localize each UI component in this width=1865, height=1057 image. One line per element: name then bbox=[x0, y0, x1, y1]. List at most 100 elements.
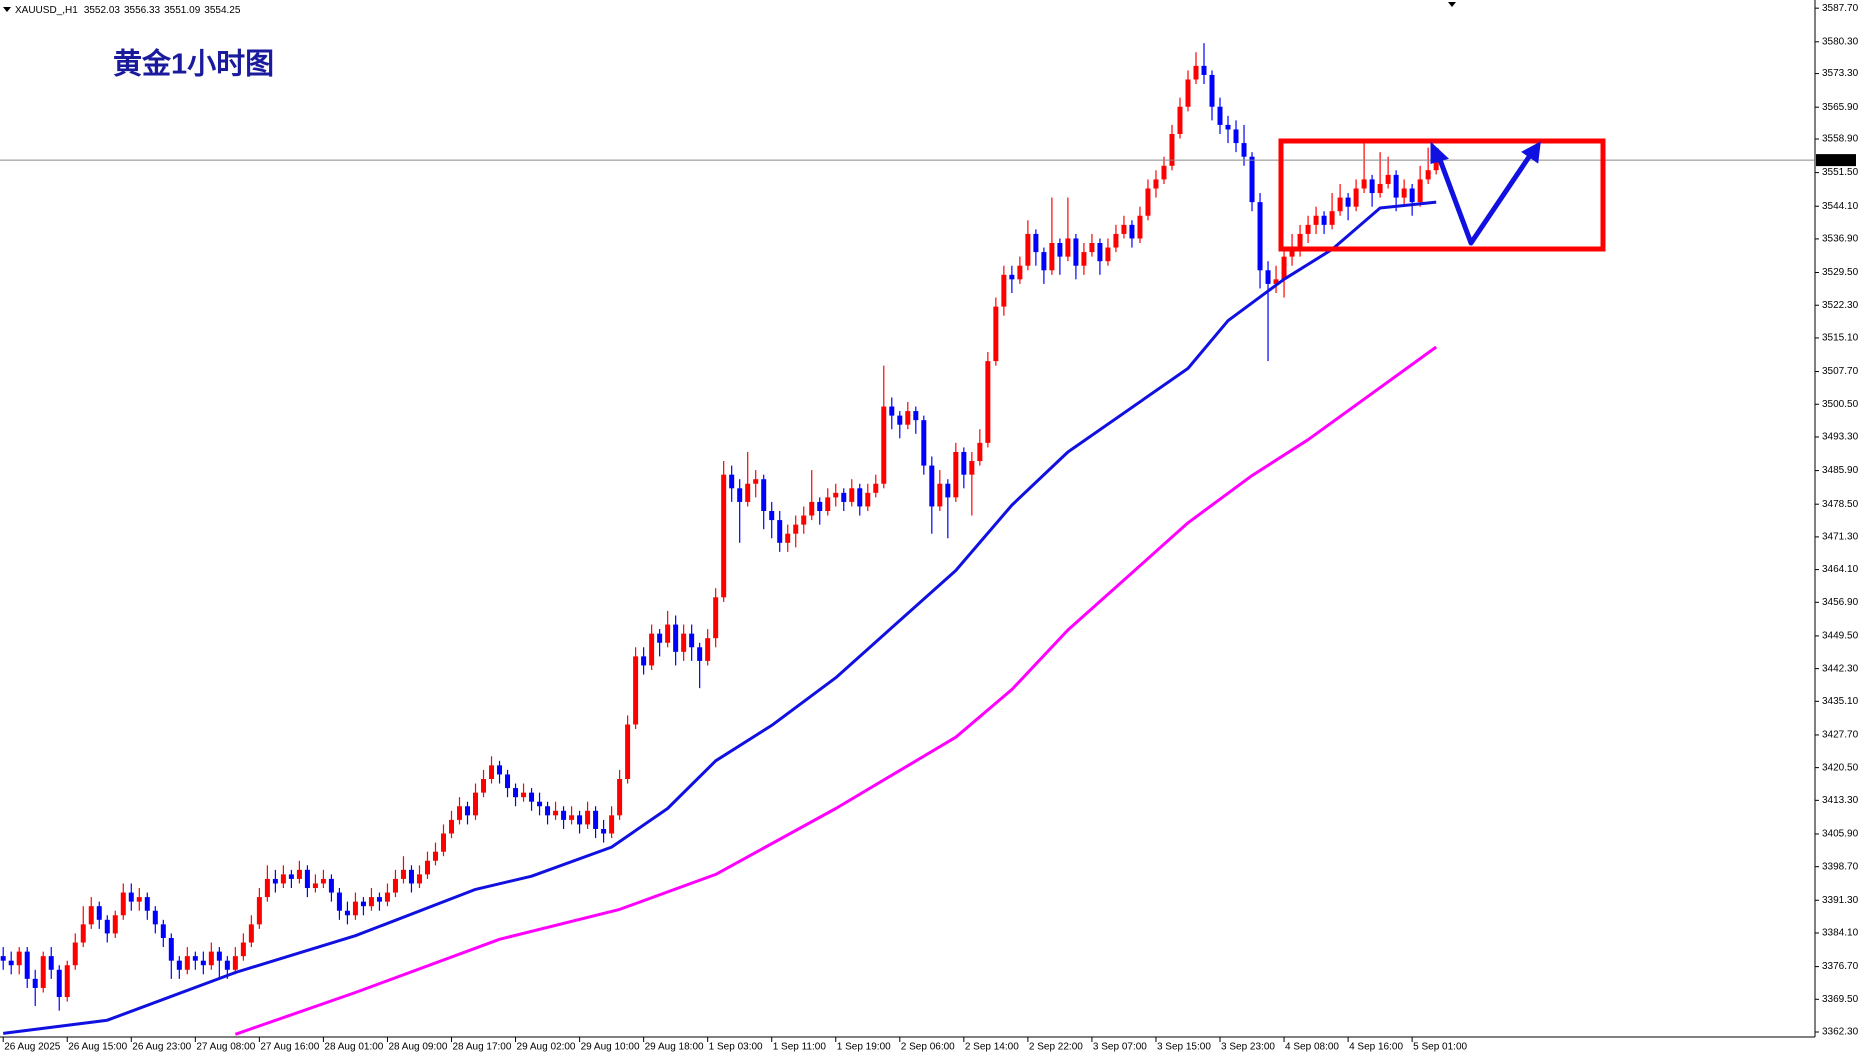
x-tick-label: 28 Aug 17:00 bbox=[452, 1042, 511, 1053]
candle-body bbox=[513, 788, 519, 798]
candle-body bbox=[144, 897, 150, 911]
candle-body bbox=[88, 906, 94, 925]
candle-body bbox=[817, 501, 823, 512]
candle-body bbox=[1137, 215, 1143, 239]
y-tick-label: 3558.90 bbox=[1822, 134, 1859, 145]
candle-body bbox=[1161, 165, 1167, 180]
candle-body bbox=[841, 492, 847, 502]
candle-body bbox=[24, 951, 30, 979]
candle-body bbox=[1361, 179, 1367, 189]
x-tick-label: 3 Sep 23:00 bbox=[1221, 1042, 1275, 1053]
candle-body bbox=[497, 765, 503, 775]
candle-body bbox=[489, 765, 495, 779]
candle-body bbox=[809, 501, 815, 516]
y-tick-label: 3427.70 bbox=[1822, 730, 1859, 741]
candle-body bbox=[1089, 243, 1095, 253]
candle-body bbox=[665, 624, 671, 643]
candle-body bbox=[1273, 279, 1279, 284]
candle-body bbox=[80, 924, 86, 943]
candle-body bbox=[657, 633, 663, 643]
x-tick-label: 5 Sep 01:00 bbox=[1413, 1042, 1467, 1053]
y-tick-label: 3544.10 bbox=[1822, 201, 1859, 212]
candle-body bbox=[729, 474, 735, 489]
candle-body bbox=[505, 774, 511, 789]
x-tick-label: 1 Sep 19:00 bbox=[837, 1042, 891, 1053]
candle-body bbox=[721, 474, 727, 598]
candle-body bbox=[873, 483, 879, 493]
candle-body bbox=[1033, 233, 1039, 253]
candle-body bbox=[777, 520, 783, 543]
x-tick-label: 28 Aug 09:00 bbox=[388, 1042, 447, 1053]
candle-body bbox=[176, 960, 182, 970]
candle-body bbox=[392, 878, 398, 893]
candle-body bbox=[825, 497, 831, 512]
candle-body bbox=[913, 411, 919, 421]
shift-marker bbox=[1448, 2, 1456, 7]
x-tick-label: 29 Aug 02:00 bbox=[517, 1042, 576, 1053]
y-tick-label: 3384.10 bbox=[1822, 928, 1859, 939]
candle-body bbox=[264, 878, 270, 898]
candle-body bbox=[344, 910, 350, 916]
candle-body bbox=[96, 906, 102, 920]
candle-body bbox=[1001, 274, 1007, 307]
x-tick-label: 2 Sep 14:00 bbox=[965, 1042, 1019, 1053]
candle-body bbox=[1113, 233, 1119, 248]
candle-body bbox=[1129, 224, 1135, 239]
candle-body bbox=[32, 978, 38, 988]
x-tick-label: 28 Aug 01:00 bbox=[324, 1042, 383, 1053]
x-tick-label: 3 Sep 15:00 bbox=[1157, 1042, 1211, 1053]
candle-body bbox=[849, 488, 855, 502]
moving-average bbox=[234, 345, 1438, 1036]
candle-body bbox=[1329, 211, 1335, 225]
candle-body bbox=[929, 465, 935, 507]
y-tick-label: 3515.10 bbox=[1822, 333, 1859, 344]
y-tick-label: 3500.50 bbox=[1822, 399, 1859, 410]
candle-body bbox=[320, 878, 326, 884]
candle-body bbox=[1065, 238, 1071, 257]
candle-body bbox=[881, 406, 887, 484]
candle-body bbox=[569, 815, 575, 820]
x-tick-label: 27 Aug 16:00 bbox=[260, 1042, 319, 1053]
candle-body bbox=[1417, 179, 1423, 203]
candle-body bbox=[897, 415, 903, 425]
candle-body bbox=[1281, 256, 1287, 280]
candle-body bbox=[1225, 124, 1231, 130]
candle-body bbox=[280, 874, 286, 884]
candle-body bbox=[48, 956, 54, 970]
candle-body bbox=[553, 810, 559, 816]
arrow-head bbox=[1521, 141, 1541, 164]
candle-body bbox=[977, 442, 983, 462]
candle-body bbox=[617, 778, 623, 816]
forecast-arrow bbox=[1433, 146, 1538, 246]
candle-body bbox=[408, 869, 414, 884]
candle-body bbox=[1369, 179, 1375, 194]
candle-body bbox=[945, 483, 951, 498]
candle-body bbox=[1257, 202, 1263, 271]
range-box bbox=[1278, 138, 1606, 252]
candle-body bbox=[288, 874, 294, 879]
chart-header: XAUUSD_,H1 3552.03 3556.33 3551.09 3554.25 bbox=[15, 5, 241, 16]
y-tick-label: 3536.90 bbox=[1822, 234, 1859, 245]
candle-body bbox=[296, 869, 302, 879]
candle-body bbox=[56, 969, 62, 998]
x-tick-label: 2 Sep 22:00 bbox=[1029, 1042, 1083, 1053]
candle-body bbox=[1353, 188, 1359, 207]
candle-body bbox=[376, 897, 382, 902]
candle-body bbox=[641, 656, 647, 666]
candle-body bbox=[1073, 238, 1079, 266]
candle-body bbox=[1305, 224, 1311, 234]
candle-body bbox=[40, 956, 46, 988]
candle-body bbox=[224, 960, 230, 970]
candle-body bbox=[240, 942, 246, 957]
candle-body bbox=[473, 792, 479, 816]
y-tick-label: 3362.30 bbox=[1822, 1027, 1859, 1038]
candle-body bbox=[921, 420, 927, 466]
candle-body bbox=[1241, 143, 1247, 157]
y-tick-label: 3493.30 bbox=[1822, 432, 1859, 443]
candle-body bbox=[633, 656, 639, 725]
x-tick-label: 2 Sep 06:00 bbox=[901, 1042, 955, 1053]
candle-body bbox=[1385, 174, 1391, 184]
candle-body bbox=[160, 924, 166, 938]
y-tick-label: 3551.50 bbox=[1822, 167, 1859, 178]
